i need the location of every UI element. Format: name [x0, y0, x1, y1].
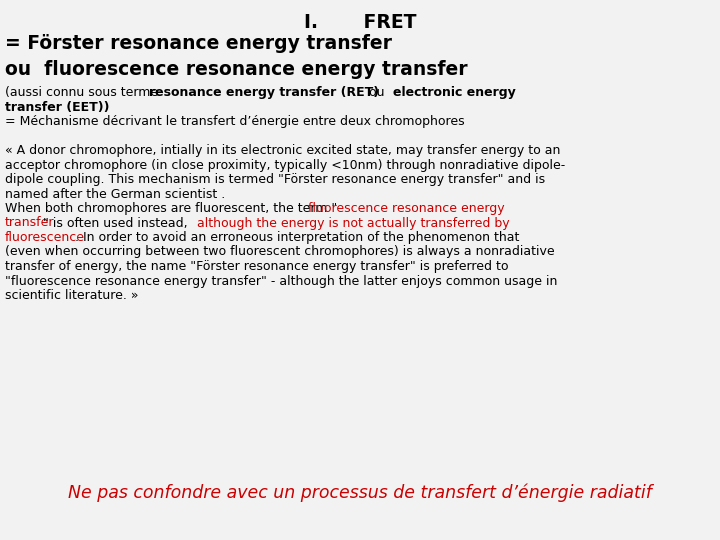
Text: transfer of energy, the name "Förster resonance energy transfer" is preferred to: transfer of energy, the name "Förster re… [5, 260, 508, 273]
Text: (aussi connu sous terme: (aussi connu sous terme [5, 86, 162, 99]
Text: dipole coupling. This mechanism is termed "Förster resonance energy transfer" an: dipole coupling. This mechanism is terme… [5, 173, 545, 186]
Text: named after the German scientist .: named after the German scientist . [5, 187, 225, 200]
Text: acceptor chromophore (in close proximity, typically <10nm) through nonradiative : acceptor chromophore (in close proximity… [5, 159, 565, 172]
Text: « A donor chromophore, intially in its electronic excited state, may transfer en: « A donor chromophore, intially in its e… [5, 144, 560, 157]
Text: = Méchanisme décrivant le transfert d’énergie entre deux chromophores: = Méchanisme décrivant le transfert d’én… [5, 115, 464, 128]
Text: When both chromophores are fluorescent, the term ": When both chromophores are fluorescent, … [5, 202, 337, 215]
Text: ou  fluorescence resonance energy transfer: ou fluorescence resonance energy transfe… [5, 60, 467, 79]
Text: although the energy is not actually transferred by: although the energy is not actually tran… [197, 217, 510, 230]
Text: ou: ou [365, 86, 389, 99]
Text: . In order to avoid an erroneous interpretation of the phenomenon that: . In order to avoid an erroneous interpr… [71, 231, 519, 244]
Text: resonance energy transfer (RET): resonance energy transfer (RET) [149, 86, 379, 99]
Text: "fluorescence resonance energy transfer" - although the latter enjoys common usa: "fluorescence resonance energy transfer"… [5, 274, 557, 287]
Text: fluorescence: fluorescence [5, 231, 85, 244]
Text: fluorescence resonance energy: fluorescence resonance energy [308, 202, 505, 215]
Text: I.       FRET: I. FRET [304, 13, 416, 32]
Text: transfer: transfer [5, 217, 55, 230]
Text: transfer (EET)): transfer (EET)) [5, 100, 109, 113]
Text: = Förster resonance energy transfer: = Förster resonance energy transfer [5, 34, 392, 53]
Text: " is often used instead,: " is often used instead, [43, 217, 192, 230]
Text: electronic energy: electronic energy [393, 86, 516, 99]
Text: Ne pas confondre avec un processus de transfert d’énergie radiatif: Ne pas confondre avec un processus de tr… [68, 483, 652, 502]
Text: (even when occurring between two fluorescent chromophores) is always a nonradiat: (even when occurring between two fluores… [5, 246, 554, 259]
Text: scientific literature. »: scientific literature. » [5, 289, 138, 302]
